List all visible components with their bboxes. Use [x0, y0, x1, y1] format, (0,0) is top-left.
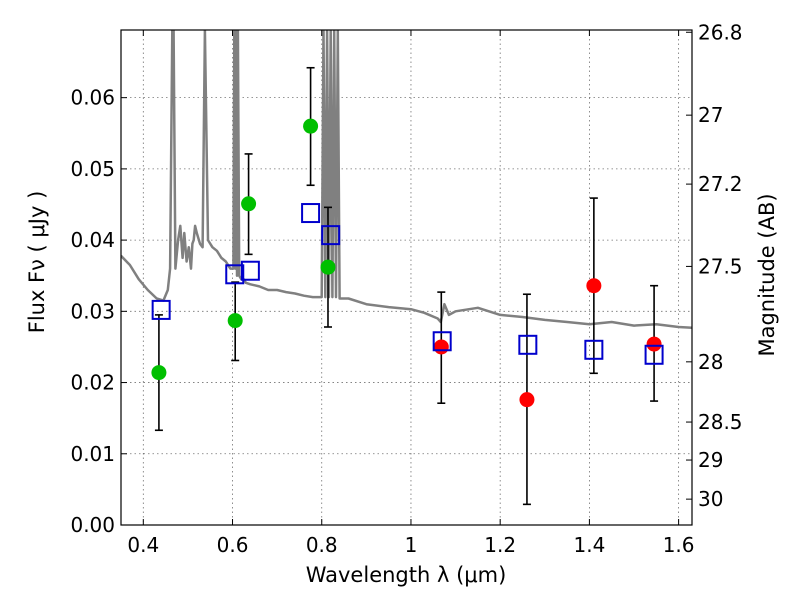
y-tick-label: 0.01	[70, 442, 115, 466]
x-axis-label: Wavelength λ (μm)	[306, 563, 507, 587]
x-tick-label: 0.6	[217, 533, 249, 557]
y2-tick-label: 28.5	[698, 410, 743, 434]
model-photometry-point	[240, 260, 260, 281]
model-photometry-point	[321, 225, 341, 246]
grid	[121, 30, 692, 526]
model-photometry-point	[432, 331, 452, 352]
model-photometry-point	[584, 339, 604, 360]
data-point	[433, 339, 449, 355]
y2-tick-label: 27.5	[698, 254, 743, 278]
axis-ticks	[121, 30, 692, 526]
x-tick-label: 1	[405, 533, 418, 557]
data-point	[320, 259, 336, 275]
data-point	[586, 278, 602, 294]
y2-axis-label: Magnitude (AB)	[755, 193, 779, 356]
y-tick-label: 0.03	[70, 299, 115, 323]
data-point	[241, 196, 257, 212]
model-photometry-point	[644, 344, 664, 365]
y2-tick-label: 26.8	[698, 20, 743, 44]
y2-tick-label: 27.2	[698, 172, 743, 196]
data-point	[646, 336, 662, 352]
y-tick-label: 0.00	[70, 513, 115, 537]
x-tick-label: 1.4	[573, 533, 605, 557]
x-tick-label: 0.4	[127, 533, 159, 557]
model-photometry-point	[518, 334, 538, 355]
data-point	[151, 365, 167, 381]
y-tick-label: 0.04	[70, 228, 115, 252]
model-photometry-point	[151, 299, 171, 320]
y-tick-label: 0.02	[70, 371, 115, 395]
data-point	[227, 313, 243, 329]
plot-frame	[120, 29, 693, 526]
y2-tick-label: 30	[698, 487, 723, 511]
y-axis-label: Flux Fν ( μJy )	[25, 191, 49, 334]
x-tick-label: 1.2	[484, 533, 516, 557]
y-tick-label: 0.05	[70, 157, 115, 181]
x-tick-label: 0.8	[306, 533, 338, 557]
x-tick-label: 1.6	[663, 533, 695, 557]
model-spectrum-line	[121, 30, 692, 329]
model-photometry-point	[301, 203, 321, 224]
axis-tick-labels: 0.4 0.6 0.8 1 1.2 1.4 1.6 0.00 0.01 0.02 0.03 0.04 0…	[70, 20, 742, 557]
y2-tick-label: 29	[698, 448, 723, 472]
y2-tick-label: 28	[698, 350, 723, 374]
plot-area	[121, 30, 692, 506]
model-photometry-point	[225, 264, 245, 285]
y2-tick-label: 27	[698, 103, 723, 127]
data-point	[519, 392, 535, 408]
data-point	[303, 118, 319, 134]
y-tick-label: 0.06	[70, 86, 115, 110]
